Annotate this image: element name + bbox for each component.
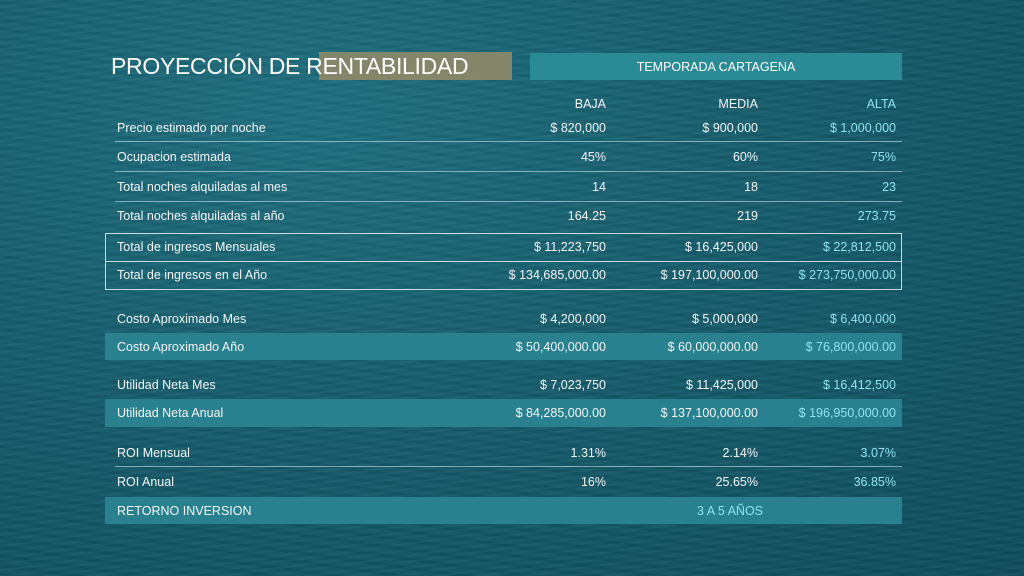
row-label: Costo Aproximado Año [117,340,245,354]
value-baja: $ 50,400,000.00 [515,340,606,354]
row-label: Ocupacion estimada [117,150,231,164]
row-label: ROI Anual [117,475,174,489]
row-separator [115,201,902,202]
page-title: PROYECCIÓN DE RENTABILIDAD [111,53,469,79]
season-banner: TEMPORADA CARTAGENA [530,53,902,80]
row-label: Total noches alquiladas al mes [117,180,288,194]
col-header-baja: BAJA [574,97,606,111]
value-baja: $ 7,023,750 [539,378,606,392]
row-separator [115,466,902,467]
value-baja: $ 84,285,000.00 [515,406,606,420]
value-media: 60% [732,150,758,164]
value-media: 25.65% [715,475,758,489]
row-label: Costo Aproximado Mes [117,312,247,326]
value-baja: $ 134,685,000.00 [508,268,606,282]
row-label: Precio estimado por noche [117,121,266,135]
value-alta: $ 22,812,500 [823,240,896,254]
row-label: Total de ingresos Mensuales [117,240,276,254]
value-alta: 273.75 [857,209,896,223]
value-alta: $ 196,950,000.00 [798,406,896,420]
return-label: RETORNO INVERSION [117,504,252,518]
value-media: $ 900,000 [702,121,758,135]
value-alta: $ 273,750,000.00 [798,268,896,282]
row-label: ROI Mensual [117,446,190,460]
value-baja: 1.31% [570,446,606,460]
highlight-band [105,333,902,360]
title-highlight [319,52,512,80]
income-box [105,233,902,290]
value-baja: 14 [592,180,606,194]
value-media: 219 [737,209,758,223]
value-alta: 36.85% [853,475,896,489]
value-baja: 164.25 [567,209,606,223]
value-alta: 3.07% [860,446,896,460]
value-alta: 75% [870,150,896,164]
value-media: $ 60,000,000.00 [667,340,758,354]
row-label: Total noches alquiladas al año [117,209,285,223]
col-header-media: MEDIA [718,97,758,111]
row-label: Total de ingresos en el Año [117,268,268,282]
value-alta: 23 [882,180,896,194]
row-label: Utilidad Neta Anual [117,406,224,420]
value-baja: $ 4,200,000 [539,312,606,326]
value-alta: $ 1,000,000 [829,121,896,135]
return-band [105,497,902,524]
row-label: Utilidad Neta Mes [117,378,216,392]
value-alta: $ 6,400,000 [829,312,896,326]
value-baja: 16% [580,475,606,489]
value-media: $ 137,100,000.00 [660,406,758,420]
value-media: 18 [744,180,758,194]
row-separator [115,171,902,172]
value-alta: $ 16,412,500 [823,378,896,392]
value-baja: 45% [580,150,606,164]
value-media: $ 5,000,000 [691,312,758,326]
income-box-divider [106,261,901,262]
value-alta: $ 76,800,000.00 [805,340,896,354]
value-media: 2.14% [722,446,758,460]
row-separator [115,141,902,142]
value-media: $ 16,425,000 [685,240,758,254]
col-header-alta: ALTA [866,97,896,111]
value-baja: $ 820,000 [550,121,606,135]
value-media: $ 197,100,000.00 [660,268,758,282]
highlight-band [105,399,902,427]
return-value: 3 A 5 AÑOS [696,504,763,518]
value-media: $ 11,425,000 [685,378,758,392]
value-baja: $ 11,223,750 [533,240,606,254]
season-label: TEMPORADA CARTAGENA [636,59,796,74]
